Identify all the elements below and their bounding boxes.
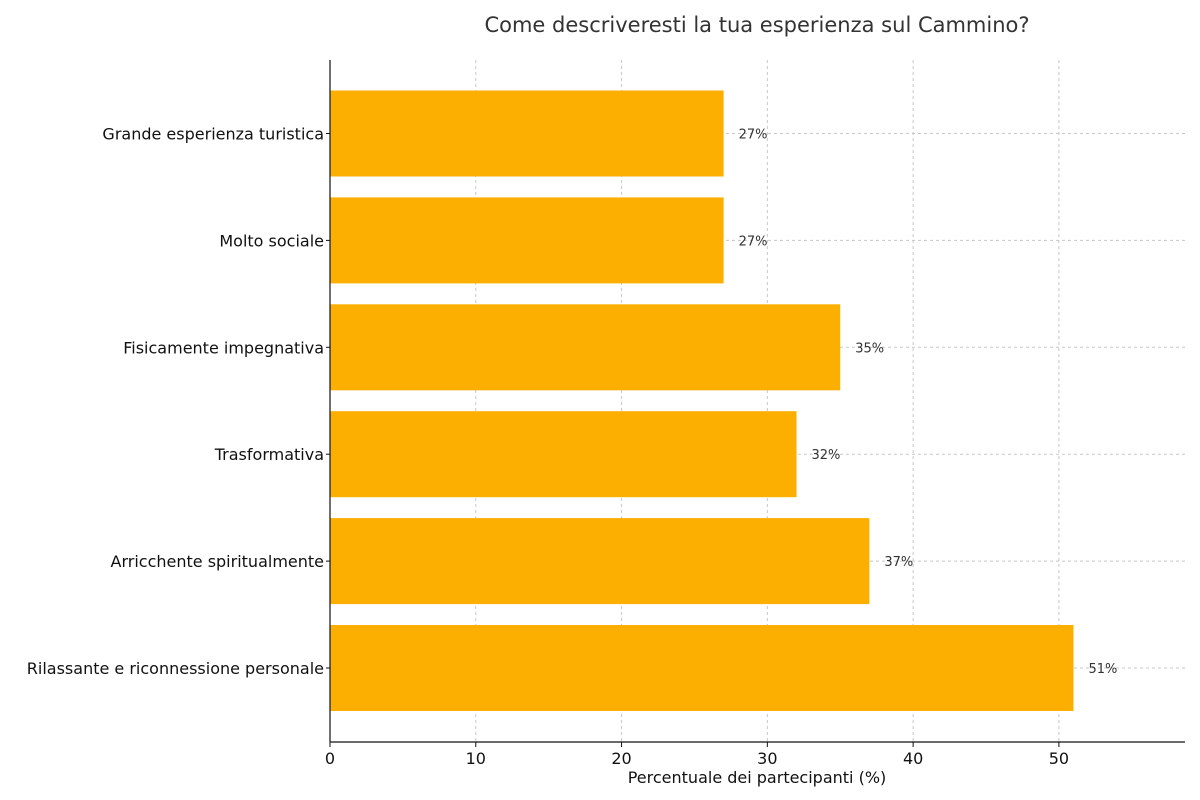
bar-5: [330, 625, 1074, 711]
data-labels: 27% 27% 35% 32% 37% 51%: [739, 128, 1118, 678]
data-label-4: 37%: [884, 555, 913, 570]
axes: [329, 60, 1185, 743]
x-tick-label-20: 20: [611, 749, 631, 768]
data-label-1: 27%: [739, 234, 768, 249]
data-label-3: 32%: [811, 448, 840, 463]
bar-0: [330, 90, 724, 177]
category-label-0: Grande esperienza turistica: [102, 125, 324, 144]
bar-4: [330, 518, 870, 605]
data-label-5: 51%: [1088, 662, 1117, 677]
x-tick-label-40: 40: [903, 749, 923, 768]
bar-3: [330, 411, 797, 498]
x-axis-ticks: 0 10 20 30 40 50: [325, 742, 1069, 768]
category-label-5: Rilassante e riconnessione personale: [27, 659, 324, 678]
bar-1: [330, 197, 724, 284]
x-tick-label-50: 50: [1049, 749, 1069, 768]
data-label-0: 27%: [739, 128, 768, 143]
x-tick-label-10: 10: [466, 749, 486, 768]
category-label-1: Molto sociale: [219, 231, 324, 250]
x-tick-label-30: 30: [757, 749, 777, 768]
category-labels: Grande esperienza turistica Molto sociale…: [27, 125, 330, 678]
data-label-2: 35%: [855, 341, 884, 356]
bars: [330, 90, 1074, 711]
category-label-4: Arricchente spiritualmente: [111, 552, 325, 571]
bar-2: [330, 304, 841, 391]
category-label-3: Trasformativa: [214, 445, 324, 464]
x-axis-title: Percentuale dei partecipanti (%): [628, 768, 887, 787]
x-tick-label-0: 0: [325, 749, 335, 768]
category-label-2: Fisicamente impegnativa: [123, 338, 324, 357]
chart-title: Come descriveresti la tua esperienza sul…: [484, 13, 1029, 37]
